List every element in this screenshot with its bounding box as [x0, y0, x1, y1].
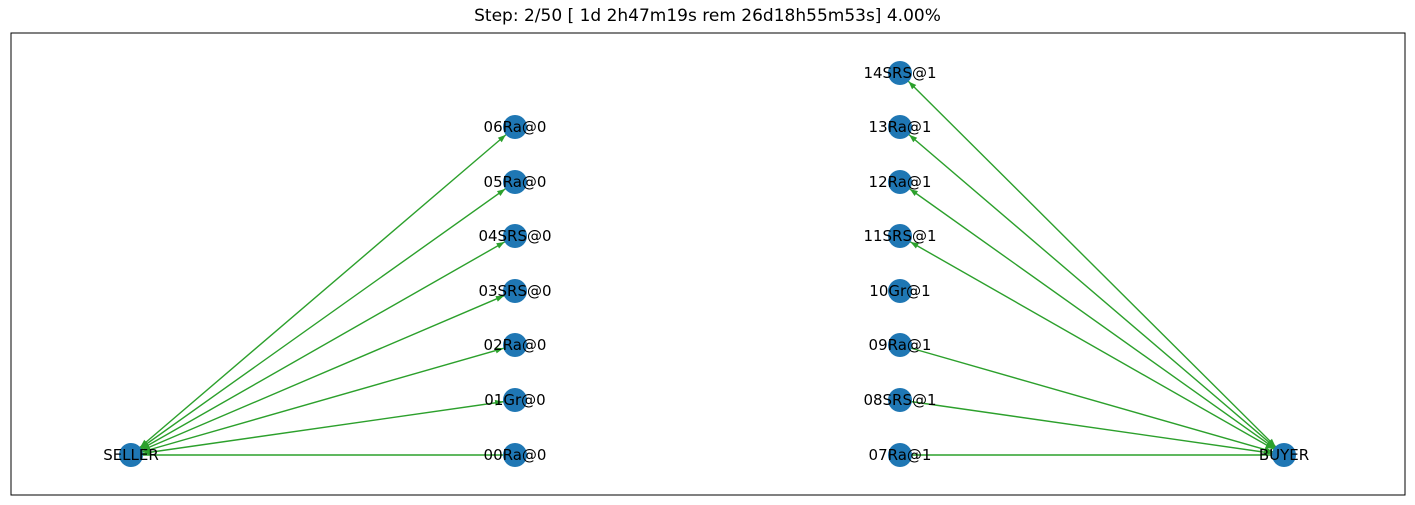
axes-frame [10, 32, 1406, 496]
node-label-SELLER: SELLER [103, 446, 159, 464]
node-label-14SRS@1: 14SRS@1 [863, 64, 936, 82]
node-layer [119, 61, 1296, 467]
arrowhead-at-12Ra@1 [909, 188, 919, 197]
node-label-13Ra@1: 13Ra@1 [869, 118, 932, 136]
node-label-01Gr@0: 01Gr@0 [484, 391, 545, 409]
edge-BUYER-13Ra@1 [899, 126, 1285, 456]
node-label-02Ra@0: 02Ra@0 [484, 336, 547, 354]
edge-BUYER-14SRS@1 [899, 72, 1285, 456]
edge-SELLER-03SRS@0 [130, 290, 516, 456]
node-13Ra@1 [888, 115, 912, 139]
node-label-03SRS@0: 03SRS@0 [478, 282, 551, 300]
node-06Ra@0 [503, 115, 527, 139]
edge-BUYER-11SRS@1 [899, 235, 1285, 456]
edge-BUYER-12Ra@1 [899, 181, 1285, 456]
node-01Gr@0 [503, 388, 527, 412]
node-label-04SRS@0: 04SRS@0 [478, 227, 551, 245]
edge-SELLER-01Gr@0 [130, 399, 516, 456]
arrowhead-at-13Ra@1 [909, 134, 918, 143]
node-05Ra@0 [503, 170, 527, 194]
node-04SRS@0 [503, 224, 527, 248]
node-10Gr@1 [888, 279, 912, 303]
node-11SRS@1 [888, 224, 912, 248]
node-label-12Ra@1: 12Ra@1 [869, 173, 932, 191]
node-02Ra@0 [503, 333, 527, 357]
node-label-07Ra@1: 07Ra@1 [869, 446, 932, 464]
label-layer: SELLER BUYER 00Ra@0 01Gr@0 02Ra@0 03SRS@0 04SR… [103, 64, 1309, 464]
arrowhead-at-05Ra@0 [496, 188, 506, 197]
arrowhead-at-11SRS@1 [910, 241, 919, 249]
arrowhead-at-SELLER-from-06Ra@0 [140, 439, 149, 448]
node-07Ra@1 [888, 443, 912, 467]
arrowhead-at-BUYER-from-09Ra@1 [1263, 446, 1273, 453]
edge-BUYER-08SRS@1 [899, 399, 1285, 456]
node-label-05Ra@0: 05Ra@0 [484, 173, 547, 191]
edge-BUYER-09Ra@1 [899, 344, 1285, 456]
node-14SRS@1 [888, 61, 912, 85]
node-label-11SRS@1: 11SRS@1 [863, 227, 936, 245]
edge-SELLER-05Ra@0 [130, 181, 516, 456]
node-09Ra@1 [888, 333, 912, 357]
edge-layer [130, 72, 1285, 456]
node-SELLER [119, 443, 143, 467]
node-12Ra@1 [888, 170, 912, 194]
edge-SELLER-06Ra@0 [130, 126, 516, 456]
arrowhead-at-06Ra@0 [497, 134, 506, 143]
arrowhead-at-02Ra@0 [494, 347, 504, 354]
arrowhead-at-01Gr@0 [494, 399, 504, 406]
node-03SRS@0 [503, 279, 527, 303]
node-label-BUYER: BUYER [1259, 446, 1309, 464]
node-label-09Ra@1: 09Ra@1 [869, 336, 932, 354]
figure-title: Step: 2/50 [ 1d 2h47m19s rem 26d18h55m53… [474, 6, 941, 26]
node-label-00Ra@0: 00Ra@0 [484, 446, 547, 464]
edge-SELLER-04SRS@0 [130, 235, 516, 456]
arrowhead-at-03SRS@0 [495, 295, 504, 302]
node-08SRS@1 [888, 388, 912, 412]
node-label-08SRS@1: 08SRS@1 [863, 391, 936, 409]
node-label-06Ra@0: 06Ra@0 [484, 118, 547, 136]
arrowhead-at-14SRS@1 [908, 81, 917, 90]
arrowhead-at-04SRS@0 [496, 241, 505, 249]
arrowhead-at-BUYER-from-14SRS@1 [1267, 438, 1276, 447]
node-label-10Gr@1: 10Gr@1 [869, 282, 930, 300]
node-BUYER [1272, 443, 1296, 467]
node-00Ra@0 [503, 443, 527, 467]
edge-SELLER-02Ra@0 [130, 344, 516, 456]
